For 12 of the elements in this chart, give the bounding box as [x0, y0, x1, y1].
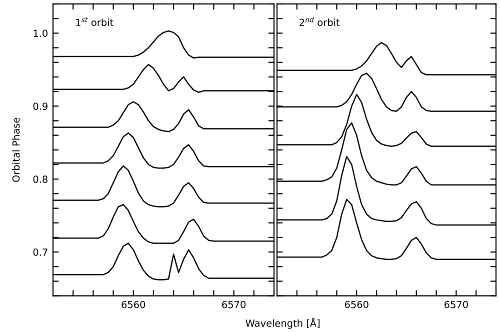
y-tick-label: 0.8	[33, 176, 48, 183]
x-tick-label: 6570	[444, 300, 468, 308]
x-axis-title: Wavelength [Å]	[246, 318, 320, 329]
y-tick-label: 0.9	[33, 102, 48, 110]
x-tick-label: 6570	[222, 300, 246, 308]
annotation: 2$^{nd}$ orbit	[300, 17, 340, 26]
y-tick-label: 1.0	[34, 30, 48, 37]
x-tick-label: 6560	[344, 300, 368, 308]
y-tick-label: 0.7	[33, 248, 48, 256]
x-tick-label: 6560	[122, 300, 146, 308]
y-axis-title: Orbital Phase	[12, 118, 20, 182]
annotation: 1$^{st}$ orbit	[76, 17, 114, 26]
